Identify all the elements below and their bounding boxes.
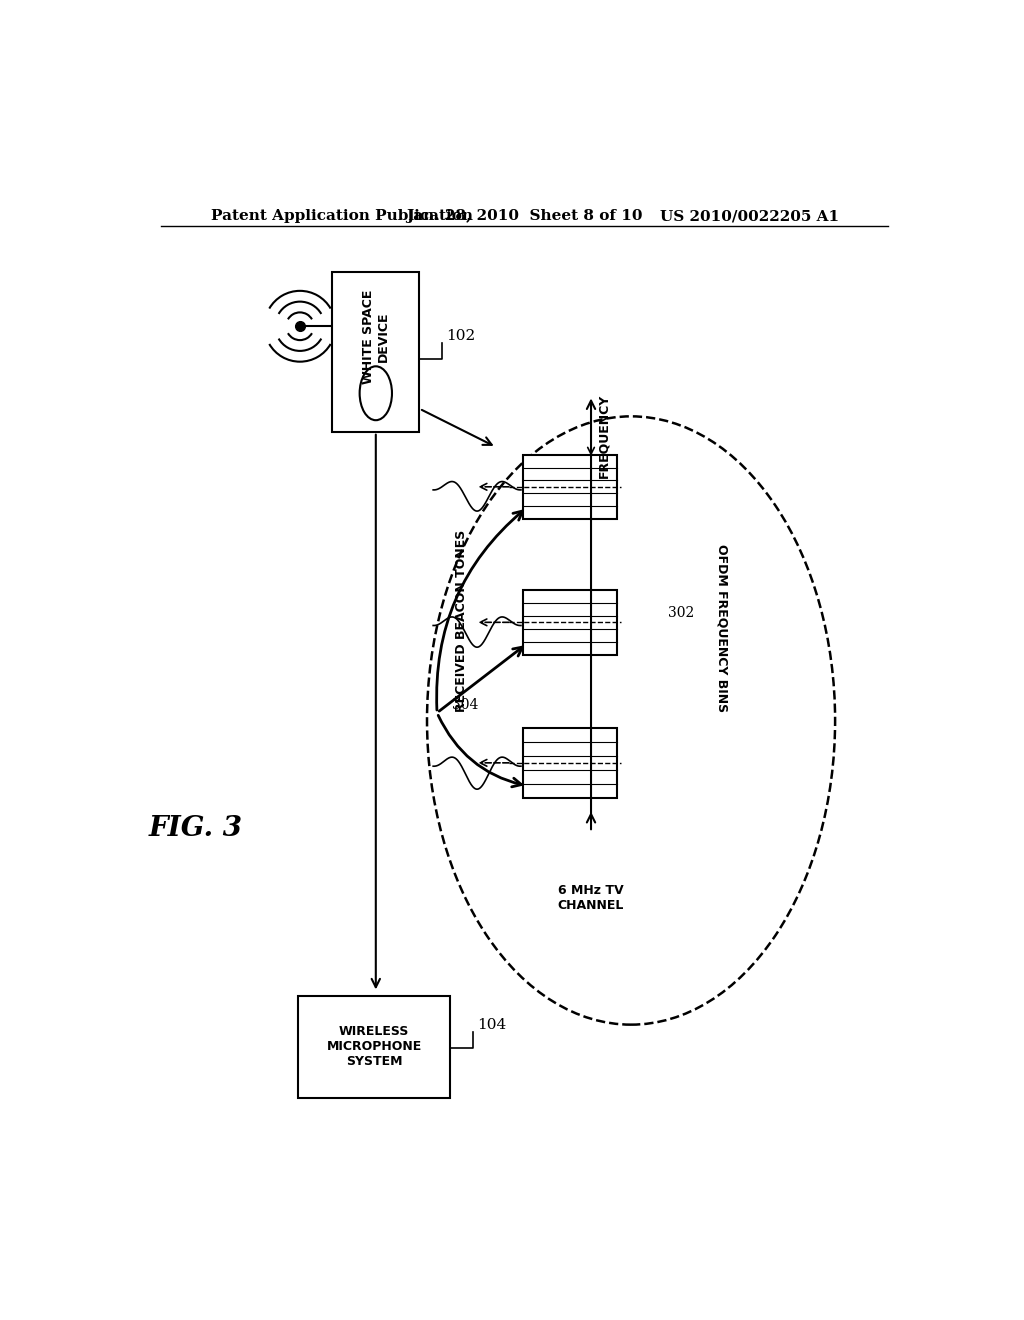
- Text: FIG. 3: FIG. 3: [150, 814, 243, 842]
- Text: 6 MHz TV
CHANNEL: 6 MHz TV CHANNEL: [558, 883, 625, 912]
- Text: Jan. 28, 2010  Sheet 8 of 10: Jan. 28, 2010 Sheet 8 of 10: [407, 209, 643, 223]
- Text: WHITE SPACE
DEVICE: WHITE SPACE DEVICE: [361, 289, 390, 384]
- Bar: [523, 455, 617, 519]
- Bar: [333, 272, 419, 432]
- Text: US 2010/0022205 A1: US 2010/0022205 A1: [659, 209, 839, 223]
- Bar: [523, 729, 617, 797]
- Ellipse shape: [359, 366, 392, 420]
- Bar: [298, 997, 451, 1098]
- Text: RECEIVED BEACON TONES: RECEIVED BEACON TONES: [455, 529, 468, 711]
- Text: 302: 302: [668, 606, 694, 619]
- Text: 104: 104: [477, 1018, 506, 1032]
- Text: OFDM FREQUENCY BINS: OFDM FREQUENCY BINS: [716, 544, 728, 713]
- Text: FREQUENCY: FREQUENCY: [597, 393, 610, 478]
- Text: Patent Application Publication: Patent Application Publication: [211, 209, 473, 223]
- Text: WIRELESS
MICROPHONE
SYSTEM: WIRELESS MICROPHONE SYSTEM: [327, 1026, 422, 1068]
- Bar: [523, 590, 617, 655]
- Text: 304: 304: [453, 698, 478, 711]
- Text: 102: 102: [446, 329, 475, 342]
